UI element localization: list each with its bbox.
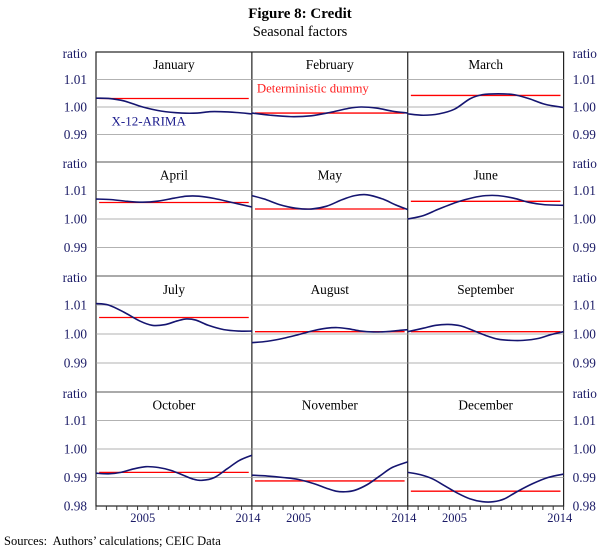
svg-text:June: June — [473, 168, 497, 183]
svg-text:1.01: 1.01 — [64, 72, 87, 87]
svg-text:0.99: 0.99 — [573, 356, 597, 371]
svg-text:April: April — [160, 168, 188, 183]
svg-text:1.00: 1.00 — [64, 100, 88, 115]
svg-text:November: November — [302, 398, 359, 413]
svg-text:March: March — [468, 57, 503, 72]
svg-text:December: December — [458, 398, 513, 413]
svg-text:1.00: 1.00 — [573, 442, 597, 457]
svg-text:1.01: 1.01 — [64, 413, 87, 428]
svg-text:0.99: 0.99 — [64, 470, 88, 485]
svg-text:ratio: ratio — [63, 270, 88, 285]
svg-text:ratio: ratio — [63, 156, 88, 171]
svg-text:1.00: 1.00 — [64, 327, 88, 342]
svg-text:July: July — [163, 282, 186, 297]
svg-text:1.01: 1.01 — [573, 183, 596, 198]
svg-text:X-12-ARIMA: X-12-ARIMA — [112, 113, 187, 128]
svg-text:1.01: 1.01 — [573, 413, 596, 428]
svg-text:ratio: ratio — [573, 46, 598, 61]
svg-text:1.01: 1.01 — [573, 298, 596, 313]
svg-text:1.00: 1.00 — [64, 212, 88, 227]
svg-text:September: September — [457, 282, 514, 297]
svg-text:0.99: 0.99 — [64, 240, 88, 255]
svg-text:0.98: 0.98 — [64, 499, 88, 514]
svg-text:0.99: 0.99 — [64, 127, 88, 142]
svg-text:October: October — [153, 398, 196, 413]
svg-text:ratio: ratio — [573, 270, 598, 285]
svg-text:1.00: 1.00 — [573, 100, 597, 115]
svg-text:ratio: ratio — [63, 386, 88, 401]
svg-text:1.01: 1.01 — [64, 183, 87, 198]
svg-text:2014: 2014 — [547, 511, 573, 525]
svg-text:0.99: 0.99 — [573, 470, 597, 485]
svg-text:0.99: 0.99 — [64, 356, 88, 371]
svg-text:ratio: ratio — [573, 386, 598, 401]
svg-text:2005: 2005 — [130, 511, 155, 525]
svg-text:1.00: 1.00 — [573, 212, 597, 227]
svg-text:0.99: 0.99 — [573, 240, 597, 255]
svg-text:1.01: 1.01 — [64, 298, 87, 313]
svg-text:1.00: 1.00 — [64, 442, 88, 457]
svg-text:January: January — [153, 57, 195, 72]
svg-text:2014: 2014 — [235, 511, 261, 525]
svg-text:0.99: 0.99 — [573, 127, 597, 142]
svg-text:February: February — [306, 57, 354, 72]
svg-text:Deterministic dummy: Deterministic dummy — [257, 82, 370, 96]
svg-text:2005: 2005 — [442, 511, 467, 525]
svg-text:May: May — [318, 168, 343, 183]
svg-text:ratio: ratio — [573, 156, 598, 171]
svg-text:August: August — [311, 282, 350, 297]
svg-text:1.00: 1.00 — [573, 327, 597, 342]
svg-text:2014: 2014 — [391, 511, 417, 525]
svg-text:2005: 2005 — [286, 511, 311, 525]
svg-text:1.01: 1.01 — [573, 72, 596, 87]
svg-text:ratio: ratio — [63, 46, 88, 61]
svg-text:0.98: 0.98 — [573, 499, 597, 514]
